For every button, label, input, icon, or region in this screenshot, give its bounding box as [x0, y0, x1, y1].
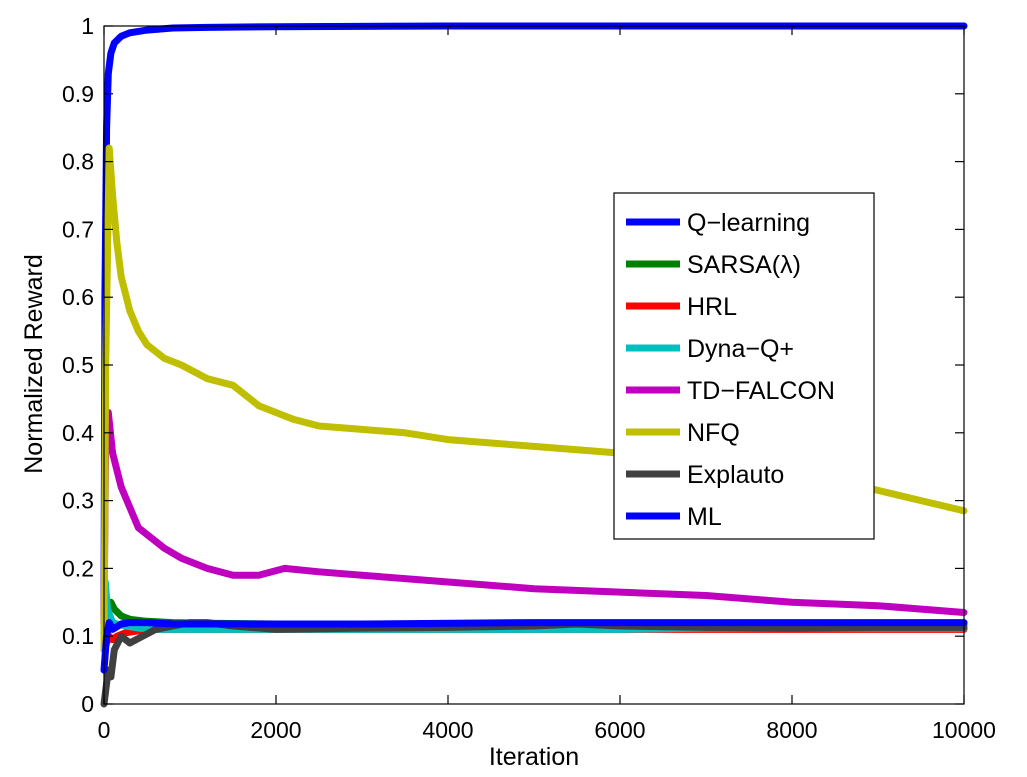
legend-entry-label: SARSA(λ) — [687, 251, 801, 279]
series-line-6 — [100, 619, 968, 708]
legend-entry-label: ML — [687, 503, 722, 531]
y-tick-label: 0.6 — [62, 284, 94, 310]
axes-layer: 0 2000 4000 6000 8000 10000 0 0.1 0.2 0.3 0.4 0.5 0.… — [62, 13, 996, 743]
y-tick-label: 0.1 — [62, 623, 94, 649]
y-tick-label: 0.4 — [62, 420, 94, 446]
y-tick-label: 1 — [81, 13, 94, 39]
legend: Q−learning SARSA(λ) HRL Dyna−Q+ TD−FALCON NFQ… — [613, 192, 875, 540]
x-axis-label: Iteration — [489, 743, 579, 771]
x-tick-label: 8000 — [766, 717, 817, 743]
series-line-4 — [100, 409, 968, 627]
y-tick-label: 0.8 — [62, 149, 94, 175]
legend-box — [613, 192, 875, 540]
x-tick-label: 2000 — [250, 717, 301, 743]
y-tick-label: 0.9 — [62, 81, 94, 107]
y-tick-label: 0.5 — [62, 352, 94, 378]
y-tick-label: 0.3 — [62, 488, 94, 514]
x-tick-label: 0 — [98, 717, 111, 743]
x-tick-label: 4000 — [422, 717, 473, 743]
y-tick-label: 0.7 — [62, 216, 94, 242]
legend-entry-label: Explauto — [687, 461, 784, 489]
y-axis-label: Normalized Reward — [20, 254, 48, 474]
series-line-7 — [100, 619, 968, 674]
legend-entry-label: HRL — [687, 293, 737, 321]
legend-entry-label: NFQ — [687, 419, 740, 447]
legend-entry-label: Q−learning — [687, 209, 810, 237]
legend-entry-label: Dyna−Q+ — [687, 335, 794, 363]
y-tick-label: 0 — [81, 691, 94, 717]
x-tick-label: 6000 — [594, 717, 645, 743]
legend-entry-label: TD−FALCON — [687, 377, 835, 405]
x-tick-label: 10000 — [932, 717, 996, 743]
y-tick-label: 0.2 — [62, 555, 94, 581]
